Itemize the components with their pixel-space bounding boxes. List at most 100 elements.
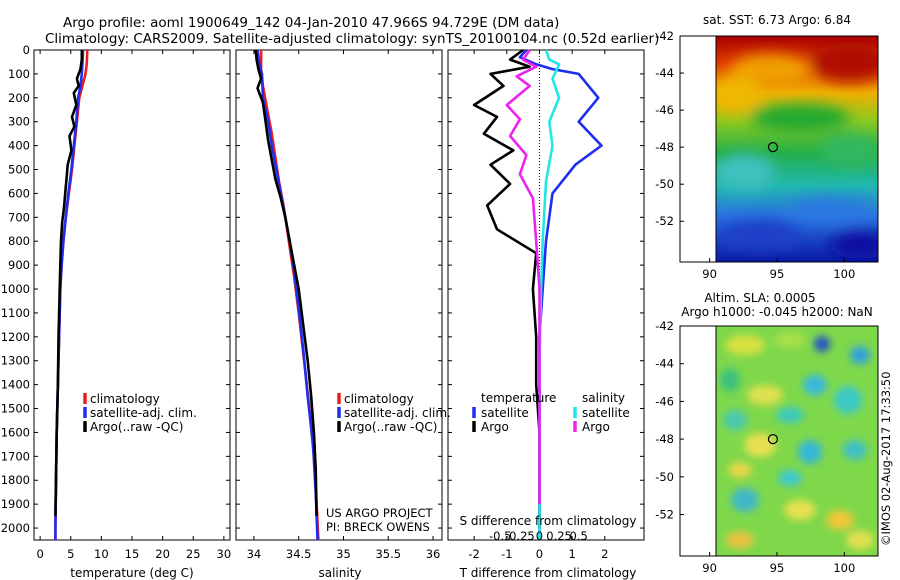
temperature-ytick-label: 1600 <box>1 425 30 439</box>
temperature-ytick-label: 1800 <box>1 473 30 487</box>
salinity-legend-label: Argo(..raw -QC) <box>344 420 437 434</box>
temperature-xtick-label: 25 <box>186 547 201 561</box>
figure-title-line-1: Argo profile: aoml 1900649_142 04-Jan-20… <box>63 15 559 31</box>
salinity-series-argorawqc <box>254 49 318 517</box>
temperature-ytick-label: 600 <box>8 186 30 200</box>
sla-map-ytick-label: -52 <box>655 508 674 522</box>
differences-series-argo-temperature <box>472 48 541 528</box>
sst-map-ytick-label: -52 <box>655 214 674 228</box>
salinity-axes-frame <box>235 49 443 541</box>
temperature-ytick-label: 1300 <box>1 354 30 368</box>
temperature-ytick-label: 0 <box>23 43 30 57</box>
temperature-legend-label: climatology <box>90 392 160 406</box>
sla-map-ytick-label: -48 <box>655 432 674 446</box>
sla-argo-marker <box>767 434 779 445</box>
temperature-ytick-label: 1700 <box>1 449 30 463</box>
figure-title-line-2: Climatology: CARS2009. Satellite-adjuste… <box>45 31 659 47</box>
pi-credit: PI: BRECK OWENS <box>326 520 430 534</box>
difference-legend-label: Argo <box>481 420 509 434</box>
imos-timestamp: ©IMOS 02-Aug-2017 17:33:50 <box>879 371 893 546</box>
differences-series-argo-salinity <box>505 49 541 505</box>
temperature-series-argorawqc <box>54 50 84 517</box>
difference-legend-label: satellite <box>481 406 529 420</box>
difference-top-tick-label: 0.25 <box>546 529 572 543</box>
salinity-xtick-label: 36 <box>426 547 441 561</box>
difference-panel: -2 -1 0 1 2-0.5-0.25 0 0.250.5satelliteArgosat… <box>447 48 645 580</box>
differences-xtick-label: 1 <box>568 547 575 561</box>
difference-top-label: S difference from climatology <box>460 514 637 528</box>
differences-xtick-label: 2 <box>601 547 608 561</box>
salinity-legend-label: climatology <box>344 392 414 406</box>
difference-xlabel: T difference from climatology <box>459 566 637 580</box>
salinity-xlabel: salinity <box>318 566 361 580</box>
sla-map-xtick-label: 95 <box>770 561 785 575</box>
difference-axes-frame <box>447 49 645 541</box>
temperature-axes-frame <box>33 49 231 541</box>
sst-argo-marker <box>767 142 779 153</box>
differences-xtick-label: 0 <box>536 547 543 561</box>
temperature-ytick-label: 500 <box>8 163 30 177</box>
sla-map-ytick-label: -46 <box>655 394 674 408</box>
difference-top-tick-label: -0.5 <box>489 529 511 543</box>
temperature-ytick-label: 1900 <box>1 497 30 511</box>
temperature-ytick-label: 1000 <box>1 282 30 296</box>
sla-map-ytick-label: -50 <box>655 470 674 484</box>
sla-field <box>716 326 878 556</box>
temperature-xtick-label: 5 <box>67 547 74 561</box>
difference-legend-label: satellite <box>582 406 630 420</box>
difference-legend-label: Argo <box>582 420 610 434</box>
temperature-ytick-label: 1400 <box>1 378 30 392</box>
difference-top-tick-label: 0.5 <box>570 529 588 543</box>
temperature-ytick-label: 200 <box>8 91 30 105</box>
salinity-panel: 34 34.5 35 35.5 36 climatologysatellite-adj. … <box>235 49 451 580</box>
temperature-xtick-label: 15 <box>125 547 140 561</box>
temperature-ytick-label: 2000 <box>1 521 30 535</box>
sst-map-panel: sat. SST: 6.73 Argo: 6.84 90 95 100 -42 -44 -… <box>655 13 879 281</box>
sst-map-xtick-label: 95 <box>770 267 785 281</box>
sst-field <box>716 36 878 262</box>
sla-map-xtick-label: 90 <box>702 561 717 575</box>
temperature-ytick-label: 1200 <box>1 330 30 344</box>
salinity-xtick-label: 35 <box>336 547 351 561</box>
temperature-panel: 0100200300400500600700800900100011001200… <box>1 43 231 580</box>
sla-map-ytick-label: -42 <box>655 319 674 333</box>
temperature-xtick-label: 20 <box>155 547 170 561</box>
temperature-ytick-label: 800 <box>8 234 30 248</box>
sla-map-panel: Altim. SLA: 0.0005 Argo h1000: -0.045 h2… <box>655 291 879 575</box>
temperature-xtick-label: 10 <box>94 547 109 561</box>
salinity-xtick-label: 35.5 <box>375 547 401 561</box>
salinity-xtick-label: 34 <box>247 547 262 561</box>
sst-map-xtick-label: 100 <box>833 267 855 281</box>
sst-map-ytick-label: -46 <box>655 103 674 117</box>
temperature-ytick-label: 1500 <box>1 402 30 416</box>
sla-map-xtick-label: 100 <box>833 561 855 575</box>
temperature-xlabel: temperature (deg C) <box>70 566 193 580</box>
legend-title-salinity: salinity <box>582 391 625 405</box>
legend-title-temperature: temperature <box>481 391 556 405</box>
sla-map-ytick-label: -44 <box>655 357 674 371</box>
sst-map-xtick-label: 90 <box>702 267 717 281</box>
sst-map-ytick-label: -42 <box>655 29 674 43</box>
sla-map-title: Altim. SLA: 0.0005 <box>704 291 815 305</box>
temperature-ytick-label: 400 <box>8 139 30 153</box>
difference-top-tick-label: 0 <box>536 529 543 543</box>
temperature-ytick-label: 700 <box>8 210 30 224</box>
salinity-xtick-label: 34.5 <box>286 547 312 561</box>
salinity-legend-label: satellite-adj. clim. <box>344 406 451 420</box>
differences-xtick-label: -2 <box>468 547 479 561</box>
sst-map-ytick-label: -48 <box>655 140 674 154</box>
difference-top-tick-label: -0.25 <box>505 529 535 543</box>
project-credit: US ARGO PROJECT <box>326 506 434 520</box>
temperature-legend-label: Argo(..raw -QC) <box>90 420 183 434</box>
temperature-ytick-label: 300 <box>8 115 30 129</box>
sst-map-title: sat. SST: 6.73 Argo: 6.84 <box>703 13 851 27</box>
sst-map-ytick-label: -44 <box>655 66 674 80</box>
sla-map-subtitle: Argo h1000: -0.045 h2000: NaN <box>681 305 873 319</box>
temperature-ytick-label: 1100 <box>1 306 30 320</box>
differences-xtick-label: -1 <box>501 547 512 561</box>
temperature-ytick-label: 900 <box>8 258 30 272</box>
temperature-ytick-label: 100 <box>8 67 30 81</box>
temperature-xtick-label: 0 <box>36 547 43 561</box>
temperature-xtick-label: 30 <box>217 547 232 561</box>
